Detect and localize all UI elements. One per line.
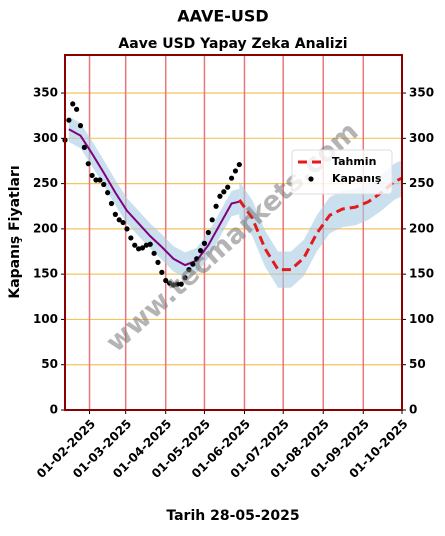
y-tick-label: 300 (33, 131, 58, 145)
data-point (170, 282, 177, 288)
legend-label: Tahmin (332, 155, 376, 168)
y-tick-label: 150 (409, 267, 434, 281)
data-point (159, 269, 165, 275)
y-tick-label: 250 (33, 176, 58, 190)
y-tick-label: 350 (33, 86, 58, 100)
line (68, 128, 240, 267)
y-tick-label: 250 (409, 176, 434, 190)
data-point (116, 217, 122, 223)
data-point (89, 172, 95, 179)
data-point (128, 235, 134, 241)
y-tick-label: 0 (409, 403, 417, 417)
data-point (139, 245, 146, 251)
data-point (74, 106, 80, 112)
data-point (108, 200, 115, 207)
data-point (147, 241, 153, 247)
data-point (186, 267, 192, 273)
data-point (77, 123, 84, 129)
plot-frame (64, 54, 403, 411)
data-point (194, 256, 200, 262)
data-point (236, 161, 242, 168)
data-point (232, 168, 239, 174)
data-point (213, 203, 219, 209)
y-tick-label: 300 (409, 131, 434, 145)
data-point (105, 190, 111, 196)
y-tick-label: 100 (33, 312, 58, 326)
data-point (124, 226, 130, 232)
confidence-band (68, 116, 240, 278)
chart-title: AAVE-USD (177, 7, 268, 26)
data-point (143, 242, 149, 248)
data-point (101, 181, 107, 188)
legend-marker (308, 176, 314, 182)
data-point (225, 184, 231, 190)
chart-subtitle: Aave USD Yapay Zeka Analizi (118, 36, 347, 52)
data-point (81, 144, 87, 150)
y-tick-label: 100 (409, 312, 434, 326)
data-point (155, 259, 161, 265)
y-tick-label: 150 (33, 267, 58, 281)
data-point (217, 193, 223, 199)
x-axis-label: Tarih 28-05-2025 (166, 508, 299, 524)
data-point (190, 261, 196, 267)
data-point (197, 248, 204, 254)
data-point (135, 246, 142, 252)
y-tick-label: 0 (50, 403, 58, 417)
y-tick-label: 200 (33, 221, 58, 235)
y-tick-label: 50 (41, 357, 58, 371)
data-point (178, 281, 184, 287)
data-point (163, 277, 169, 284)
y-tick-label: 200 (409, 221, 434, 235)
data-point (93, 177, 99, 183)
y-tick-label: 350 (409, 86, 434, 100)
data-point (151, 250, 157, 256)
data-point (70, 101, 76, 107)
data-point (228, 175, 235, 181)
data-point (85, 161, 91, 167)
data-point (97, 177, 103, 183)
y-axis-label: Kapanış Fiyatları (7, 165, 23, 298)
data-point (174, 281, 180, 287)
data-point (182, 275, 188, 281)
data-point (205, 229, 211, 236)
data-point (221, 189, 227, 195)
data-point (66, 117, 72, 123)
data-point (166, 280, 173, 286)
data-point (209, 217, 215, 223)
data-point (132, 242, 138, 248)
y-tick-label: 50 (409, 357, 426, 371)
data-point (112, 211, 118, 217)
data-point (120, 219, 126, 226)
data-point (201, 240, 208, 246)
legend-label: Kapanış (332, 172, 382, 185)
